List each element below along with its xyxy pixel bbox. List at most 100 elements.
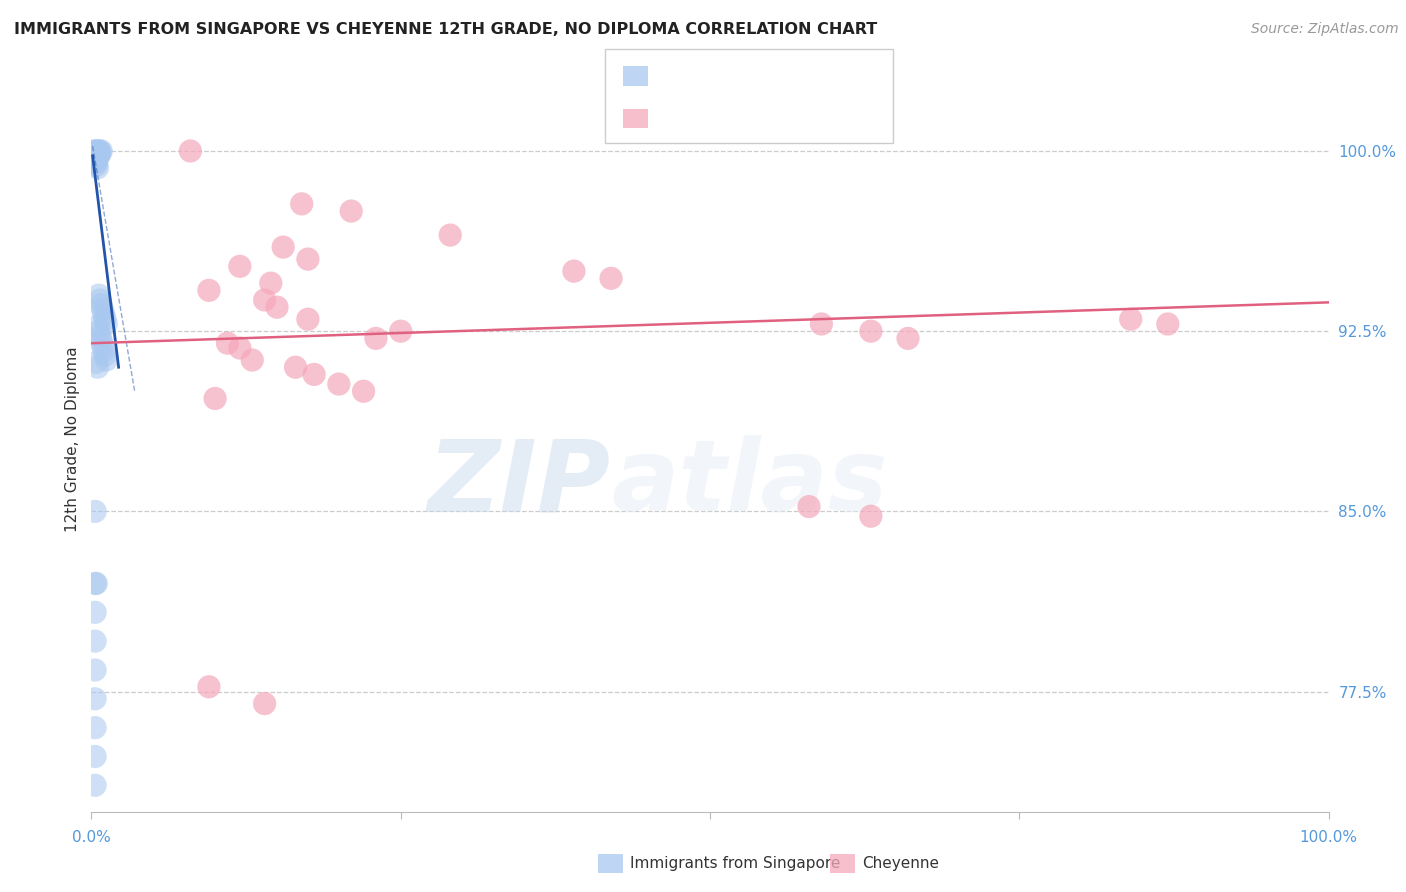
Point: [86, 355, 108, 369]
Point: [353, 384, 375, 399]
Text: 100.0%: 100.0%: [1299, 830, 1358, 846]
Text: Immigrants from Singapore: Immigrants from Singapore: [630, 856, 841, 871]
Point: [859, 509, 882, 524]
Point: [389, 324, 412, 338]
Point: [86, 149, 108, 163]
Point: [94, 312, 117, 326]
Point: [284, 360, 307, 375]
Point: [86, 146, 108, 161]
Point: [89, 146, 111, 161]
Text: Cheyenne: Cheyenne: [862, 856, 939, 871]
Point: [84, 576, 107, 591]
Point: [439, 228, 461, 243]
Point: [198, 680, 221, 694]
Point: [84, 504, 107, 518]
Point: [217, 336, 239, 351]
Point: [84, 156, 107, 170]
Point: [83, 146, 105, 161]
Point: [297, 252, 319, 266]
Point: [86, 144, 108, 158]
Point: [84, 149, 107, 163]
Point: [328, 377, 350, 392]
Point: [179, 144, 201, 158]
Point: [87, 288, 110, 302]
Point: [810, 317, 832, 331]
Point: [86, 319, 108, 334]
Point: [340, 204, 363, 219]
Point: [90, 334, 112, 348]
Point: [86, 360, 108, 375]
Point: [87, 144, 110, 158]
Point: [198, 284, 221, 298]
Point: [1157, 317, 1180, 331]
Point: [84, 153, 107, 168]
Point: [87, 324, 110, 338]
Point: [302, 368, 325, 382]
Point: [291, 197, 314, 211]
Point: [86, 149, 108, 163]
Text: Source: ZipAtlas.com: Source: ZipAtlas.com: [1251, 22, 1399, 37]
Point: [84, 146, 107, 161]
Point: [84, 691, 107, 706]
Point: [90, 298, 112, 312]
Point: [229, 341, 252, 355]
Point: [86, 151, 108, 165]
Point: [86, 146, 108, 161]
Point: [90, 144, 112, 158]
Point: [83, 151, 105, 165]
Text: R = 0.114: R = 0.114: [658, 110, 748, 128]
Point: [84, 778, 107, 792]
Point: [859, 324, 882, 338]
Point: [240, 353, 263, 368]
Point: [93, 307, 115, 321]
Point: [89, 144, 111, 158]
Point: [260, 276, 283, 290]
Text: R = 0.168: R = 0.168: [658, 67, 748, 85]
Point: [297, 312, 319, 326]
Point: [253, 697, 276, 711]
Point: [271, 240, 294, 254]
Point: [96, 353, 118, 368]
Point: [89, 329, 111, 343]
Point: [84, 634, 107, 648]
Text: N = 33: N = 33: [801, 110, 863, 128]
Point: [86, 158, 108, 172]
Point: [93, 343, 115, 358]
Point: [96, 317, 118, 331]
Text: 0.0%: 0.0%: [72, 830, 111, 846]
Point: [83, 149, 105, 163]
Point: [84, 749, 107, 764]
Text: ZIP: ZIP: [427, 435, 612, 533]
Point: [84, 605, 107, 619]
Point: [87, 146, 110, 161]
Point: [364, 331, 387, 345]
Point: [600, 271, 623, 285]
Point: [86, 153, 108, 168]
Point: [562, 264, 585, 278]
Text: N = 56: N = 56: [801, 67, 863, 85]
Point: [86, 576, 108, 591]
Point: [86, 161, 108, 175]
Y-axis label: 12th Grade, No Diploma: 12th Grade, No Diploma: [65, 346, 80, 533]
Point: [87, 149, 110, 163]
Point: [84, 663, 107, 677]
Point: [86, 156, 108, 170]
Point: [897, 331, 920, 345]
Point: [1119, 312, 1142, 326]
Point: [86, 144, 108, 158]
Point: [204, 392, 226, 406]
Point: [86, 151, 108, 165]
Text: atlas: atlas: [612, 435, 887, 533]
Point: [797, 500, 820, 514]
Point: [94, 348, 117, 362]
Point: [91, 338, 114, 352]
Point: [89, 293, 111, 307]
Point: [84, 721, 107, 735]
Text: IMMIGRANTS FROM SINGAPORE VS CHEYENNE 12TH GRADE, NO DIPLOMA CORRELATION CHART: IMMIGRANTS FROM SINGAPORE VS CHEYENNE 12…: [14, 22, 877, 37]
Point: [266, 300, 288, 314]
Point: [253, 293, 276, 307]
Point: [229, 260, 252, 274]
Point: [83, 144, 105, 158]
Point: [84, 151, 107, 165]
Point: [84, 144, 107, 158]
